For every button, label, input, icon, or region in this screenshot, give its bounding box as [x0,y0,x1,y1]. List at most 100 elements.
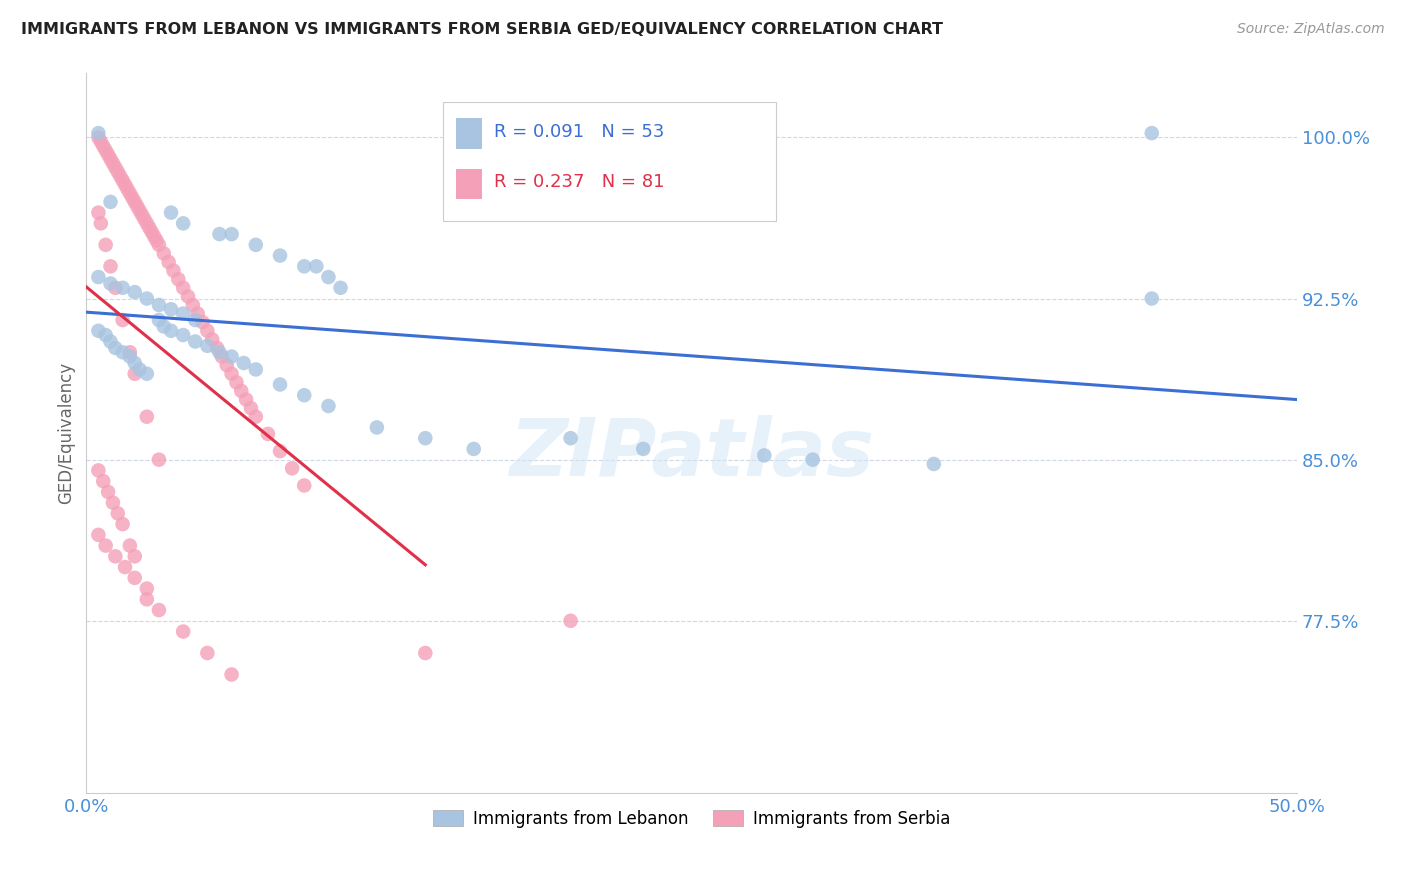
Point [114,178,136,192]
Point [143,229,166,244]
Point [184,334,207,349]
Point [269,249,291,263]
Point [135,367,157,381]
Point [121,191,143,205]
Point [318,399,340,413]
Point [463,442,485,456]
Point [245,237,267,252]
Point [141,225,163,239]
Bar [456,169,482,199]
Point [124,285,146,299]
Point [131,208,153,222]
Point [148,452,170,467]
Point [195,646,218,660]
Bar [456,119,482,149]
Point [118,186,141,201]
Point [208,345,231,359]
Point [107,165,129,179]
Y-axis label: GED/Equivalency: GED/Equivalency [58,362,75,504]
Point [167,272,190,286]
Point [128,362,150,376]
Point [205,341,228,355]
Point [292,478,315,492]
Point [100,194,122,209]
Point [145,234,167,248]
Point [235,392,257,407]
Point [211,350,233,364]
Point [148,237,170,252]
Point [269,377,291,392]
Point [225,376,247,390]
Point [111,313,134,327]
Text: IMMIGRANTS FROM LEBANON VS IMMIGRANTS FROM SERBIA GED/EQUIVALENCY CORRELATION CH: IMMIGRANTS FROM LEBANON VS IMMIGRANTS FR… [21,22,943,37]
Point [292,260,315,274]
Point [91,474,114,488]
Point [366,420,388,434]
Point [801,452,824,467]
Point [560,431,582,445]
Legend: Immigrants from Lebanon, Immigrants from Serbia: Immigrants from Lebanon, Immigrants from… [426,804,957,835]
Point [87,205,110,219]
Point [97,484,120,499]
Text: Source: ZipAtlas.com: Source: ZipAtlas.com [1237,22,1385,37]
Point [124,571,146,585]
Point [100,277,122,291]
Point [94,237,117,252]
Point [135,216,157,230]
Point [108,169,131,183]
Point [195,339,218,353]
Point [922,457,945,471]
Point [138,220,160,235]
Point [172,307,194,321]
Point [152,246,174,260]
Point [100,334,122,349]
Point [90,135,112,149]
Text: R = 0.091   N = 53: R = 0.091 N = 53 [495,123,665,141]
Point [631,442,654,456]
Point [245,409,267,424]
Point [215,358,238,372]
Point [118,345,141,359]
Point [97,147,120,161]
Point [87,324,110,338]
Point [160,205,183,219]
Point [117,182,139,196]
Point [100,152,122,166]
Point [245,362,267,376]
Point [107,507,129,521]
Point [127,199,149,213]
Point [148,603,170,617]
Point [1140,292,1163,306]
Point [135,592,157,607]
Point [91,139,114,153]
Point [560,614,582,628]
Point [104,341,127,355]
Point [104,161,127,175]
Point [135,292,157,306]
Text: R = 0.237   N = 81: R = 0.237 N = 81 [495,173,665,192]
Point [257,426,280,441]
Point [87,130,110,145]
Point [201,332,224,346]
Text: ZIPatlas: ZIPatlas [509,416,875,493]
Point [754,449,776,463]
Point [94,328,117,343]
Point [94,539,117,553]
Point [177,289,200,303]
Point [135,409,157,424]
Point [100,260,122,274]
Point [172,216,194,230]
Point [94,144,117,158]
Point [281,461,304,475]
Point [87,126,110,140]
Point [87,528,110,542]
Point [160,302,183,317]
Point [90,216,112,230]
Point [135,582,157,596]
Point [87,463,110,477]
Point [195,324,218,338]
Point [111,281,134,295]
Point [184,313,207,327]
Point [87,270,110,285]
Point [172,624,194,639]
